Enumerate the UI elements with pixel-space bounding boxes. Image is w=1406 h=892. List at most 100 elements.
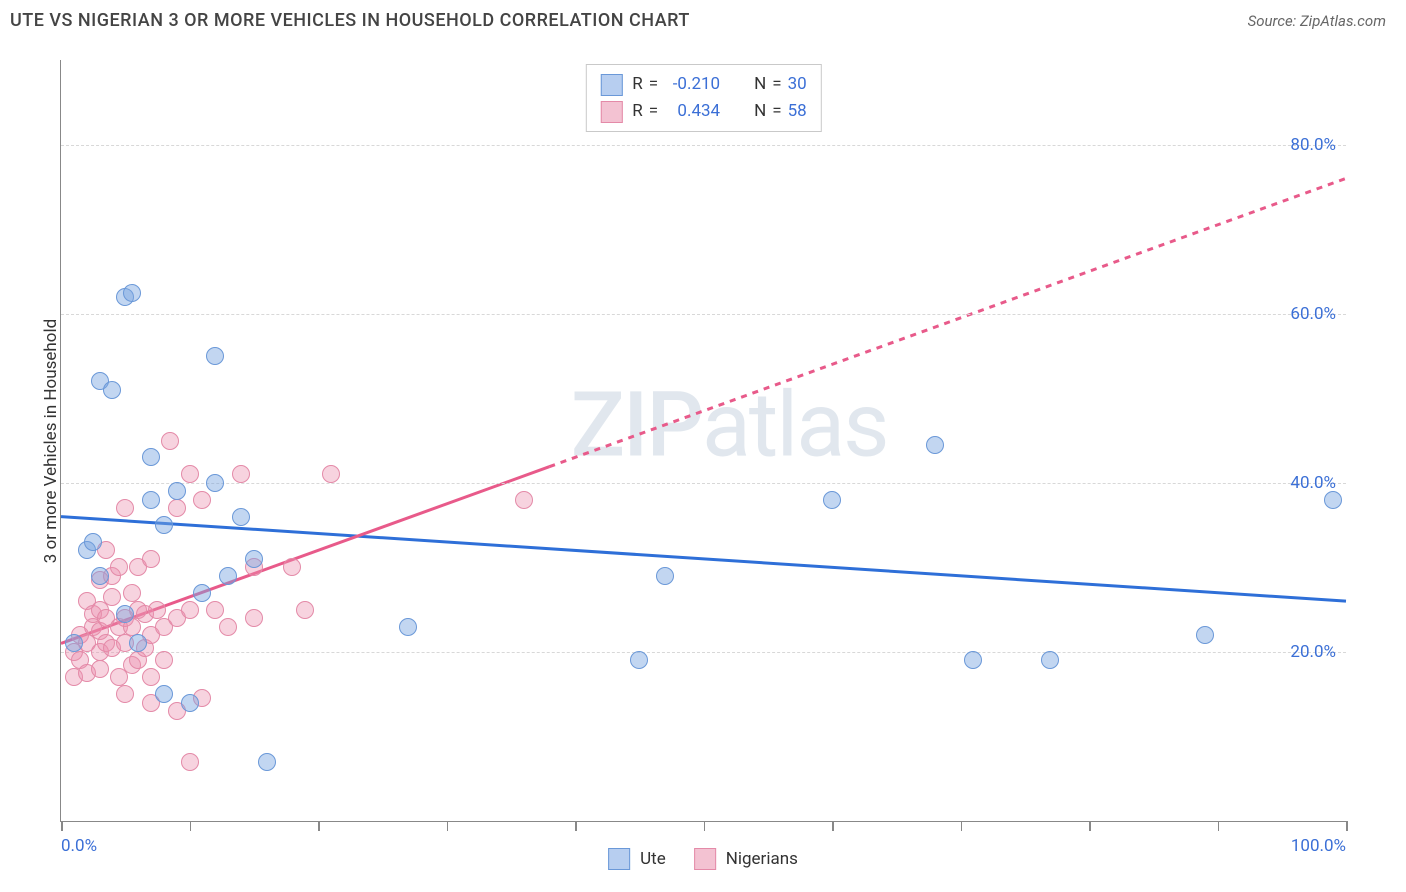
scatter-point	[168, 499, 186, 517]
plot-area: 3 or more Vehicles in Household ZIPatlas…	[60, 60, 1346, 822]
scatter-point	[515, 491, 533, 509]
scatter-point	[1324, 491, 1342, 509]
scatter-point	[142, 448, 160, 466]
stat-n-label: N	[754, 98, 766, 125]
stat-r-value: 0.434	[664, 98, 720, 125]
scatter-point	[123, 284, 141, 302]
swatch-icon	[600, 74, 622, 96]
x-tick	[1346, 821, 1348, 831]
scatter-point	[116, 499, 134, 517]
gridline	[61, 483, 1346, 484]
scatter-point	[116, 605, 134, 623]
y-tick-label: 20.0%	[1290, 642, 1336, 662]
scatter-point	[181, 601, 199, 619]
swatch-icon	[694, 848, 716, 870]
scatter-point	[65, 634, 83, 652]
scatter-point	[219, 567, 237, 585]
scatter-point	[283, 558, 301, 576]
scatter-point	[206, 347, 224, 365]
series-label: Ute	[640, 849, 666, 869]
scatter-point	[1041, 651, 1059, 669]
scatter-point	[219, 618, 237, 636]
x-tick	[447, 821, 449, 831]
scatter-point	[110, 558, 128, 576]
chart-container: 3 or more Vehicles in Household ZIPatlas…	[10, 50, 1396, 882]
scatter-point	[322, 465, 340, 483]
scatter-point	[964, 651, 982, 669]
scatter-point	[142, 668, 160, 686]
gridline	[61, 652, 1346, 653]
scatter-point	[193, 584, 211, 602]
scatter-point	[142, 491, 160, 509]
y-axis-label: 3 or more Vehicles in Household	[41, 318, 61, 562]
stat-r-label: R	[632, 71, 642, 98]
series-legend-item: Nigerians	[694, 848, 798, 870]
scatter-point	[155, 516, 173, 534]
scatter-point	[823, 491, 841, 509]
scatter-point	[399, 618, 417, 636]
stat-n-label: N	[754, 71, 766, 98]
scatter-point	[206, 474, 224, 492]
watermark: ZIPatlas	[571, 373, 888, 478]
y-tick-label: 40.0%	[1290, 473, 1336, 493]
series-legend: Ute Nigerians	[608, 848, 798, 870]
x-tick-label: 0.0%	[61, 836, 97, 856]
stat-r-label: R	[632, 98, 642, 125]
x-tick	[1218, 821, 1220, 831]
x-tick	[61, 821, 63, 831]
stat-n-value: 30	[788, 71, 807, 98]
stat-r-value: -0.210	[664, 71, 720, 98]
chart-source: Source: ZipAtlas.com	[1248, 12, 1386, 30]
stats-legend: R=-0.210N=30R=0.434N=58	[585, 64, 821, 132]
scatter-point	[630, 651, 648, 669]
scatter-point	[123, 584, 141, 602]
scatter-point	[1196, 626, 1214, 644]
trendline	[549, 178, 1346, 466]
scatter-point	[155, 651, 173, 669]
scatter-point	[245, 550, 263, 568]
scatter-point	[181, 694, 199, 712]
scatter-point	[168, 482, 186, 500]
y-tick-label: 80.0%	[1290, 135, 1336, 155]
x-tick	[961, 821, 963, 831]
gridline	[61, 145, 1346, 146]
scatter-point	[142, 550, 160, 568]
scatter-point	[656, 567, 674, 585]
scatter-point	[258, 753, 276, 771]
scatter-point	[193, 491, 211, 509]
scatter-point	[296, 601, 314, 619]
scatter-point	[245, 609, 263, 627]
scatter-point	[116, 685, 134, 703]
x-tick	[575, 821, 577, 831]
scatter-point	[129, 634, 147, 652]
gridline	[61, 314, 1346, 315]
scatter-point	[148, 601, 166, 619]
trendlines-svg	[61, 60, 1346, 821]
scatter-point	[232, 508, 250, 526]
stat-n-value: 58	[788, 98, 807, 125]
scatter-point	[181, 753, 199, 771]
series-label: Nigerians	[726, 849, 798, 869]
y-tick-label: 60.0%	[1290, 304, 1336, 324]
scatter-point	[103, 381, 121, 399]
scatter-point	[232, 465, 250, 483]
scatter-point	[926, 436, 944, 454]
x-tick	[704, 821, 706, 831]
scatter-point	[181, 465, 199, 483]
stats-legend-row: R=-0.210N=30	[600, 71, 806, 98]
scatter-point	[161, 432, 179, 450]
x-tick	[1089, 821, 1091, 831]
scatter-point	[91, 567, 109, 585]
swatch-icon	[600, 101, 622, 123]
x-tick	[190, 821, 192, 831]
x-tick	[832, 821, 834, 831]
scatter-point	[155, 685, 173, 703]
x-tick	[318, 821, 320, 831]
swatch-icon	[608, 848, 630, 870]
stats-legend-row: R=0.434N=58	[600, 98, 806, 125]
chart-title: UTE VS NIGERIAN 3 OR MORE VEHICLES IN HO…	[10, 10, 690, 31]
series-legend-item: Ute	[608, 848, 666, 870]
scatter-point	[103, 588, 121, 606]
scatter-point	[206, 601, 224, 619]
x-tick-label: 100.0%	[1291, 836, 1346, 856]
